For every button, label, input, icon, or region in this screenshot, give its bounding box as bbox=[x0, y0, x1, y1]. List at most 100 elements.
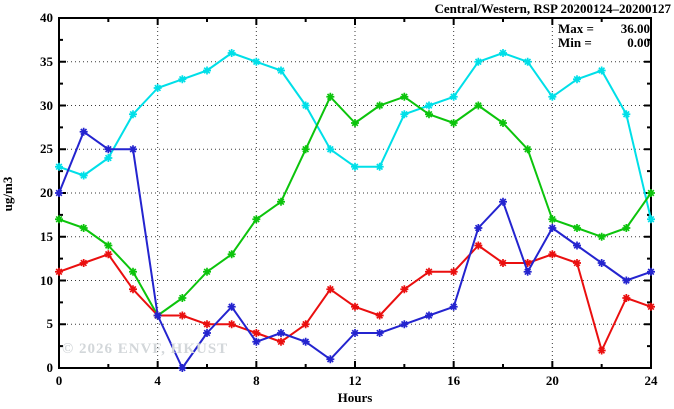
green-series-marker bbox=[326, 92, 335, 101]
green-series-marker bbox=[499, 119, 507, 127]
green-series-marker bbox=[178, 294, 187, 302]
y-tick-label: 15 bbox=[40, 228, 53, 244]
blue-series-marker bbox=[301, 337, 310, 346]
green-series-marker bbox=[597, 232, 606, 241]
red-series-marker bbox=[425, 267, 433, 276]
max-value: 36.00 bbox=[620, 21, 650, 36]
cyan-series-marker bbox=[104, 154, 113, 162]
red-series-marker bbox=[647, 302, 655, 311]
green-series-marker bbox=[425, 110, 433, 119]
cyan-series-marker bbox=[203, 66, 211, 75]
max-row: Max = 36.00 bbox=[558, 22, 650, 36]
red-series-marker bbox=[277, 337, 285, 346]
red-series-marker bbox=[55, 267, 63, 276]
red-series-marker bbox=[129, 285, 137, 294]
red-series-marker bbox=[104, 250, 113, 259]
blue-series-marker bbox=[400, 320, 409, 329]
red-series-marker bbox=[400, 285, 409, 294]
min-value: 0.00 bbox=[627, 35, 650, 50]
blue-series-marker bbox=[227, 302, 236, 311]
blue-series-marker bbox=[474, 224, 483, 232]
y-tick-label: 35 bbox=[40, 53, 53, 69]
green-series-marker bbox=[203, 267, 211, 276]
max-label: Max = bbox=[558, 21, 594, 36]
blue-series-marker bbox=[252, 337, 261, 346]
red-series-marker bbox=[178, 311, 187, 320]
cyan-series-marker bbox=[351, 162, 359, 171]
x-tick-label: 4 bbox=[154, 373, 161, 388]
green-series-marker bbox=[227, 250, 236, 259]
cyan-series-marker bbox=[178, 75, 187, 84]
blue-series-marker bbox=[153, 311, 162, 320]
green-series-marker bbox=[301, 145, 310, 154]
cyan-series-marker bbox=[400, 110, 409, 119]
max-min-annotation: Max = 36.00 Min = 0.00 bbox=[558, 22, 650, 50]
cyan-series-marker bbox=[523, 57, 532, 66]
cyan-series-marker bbox=[375, 162, 384, 171]
blue-series-marker bbox=[573, 241, 581, 250]
cyan-series-marker bbox=[129, 110, 137, 119]
cyan-series-marker bbox=[227, 49, 236, 57]
blue-series-marker bbox=[326, 355, 335, 364]
green-series-marker bbox=[104, 241, 113, 250]
y-tick-label: 20 bbox=[40, 185, 53, 200]
x-tick-label: 20 bbox=[545, 373, 559, 388]
green-series-marker bbox=[622, 224, 631, 232]
cyan-series-marker bbox=[622, 110, 631, 119]
y-tick-label: 10 bbox=[40, 272, 53, 288]
cyan-series-marker bbox=[573, 75, 581, 84]
green-series-marker bbox=[79, 224, 88, 232]
green-series-marker bbox=[55, 215, 63, 224]
x-tick-label: 16 bbox=[447, 373, 461, 388]
red-series-marker bbox=[326, 285, 335, 294]
red-series-marker bbox=[523, 259, 532, 267]
y-tick-label: 40 bbox=[40, 10, 53, 25]
cyan-series-marker bbox=[277, 66, 285, 75]
red-series-marker bbox=[548, 250, 557, 259]
y-tick-label: 0 bbox=[46, 360, 54, 375]
green-series-marker bbox=[252, 215, 261, 224]
cyan-series-marker bbox=[252, 57, 261, 66]
blue-series-marker bbox=[203, 329, 211, 337]
cyan-series-marker bbox=[499, 49, 507, 57]
cyan-series-marker bbox=[326, 145, 335, 154]
blue-series-marker bbox=[425, 311, 433, 320]
green-series-marker bbox=[474, 101, 483, 110]
green-series-line bbox=[58, 95, 652, 317]
blue-series-marker bbox=[647, 267, 655, 276]
blue-series-marker bbox=[548, 224, 557, 232]
x-tick-label: 0 bbox=[55, 373, 63, 388]
cyan-series-marker bbox=[425, 101, 433, 110]
watermark: © 2026 ENVF, HKUST bbox=[62, 341, 229, 357]
x-tick-label: 8 bbox=[253, 373, 260, 388]
red-series-marker bbox=[449, 267, 458, 276]
blue-series-marker bbox=[597, 259, 606, 267]
x-axis-label: Hours bbox=[337, 390, 373, 405]
green-series-marker bbox=[523, 145, 532, 154]
y-axis-label: ug/m3 bbox=[0, 176, 15, 212]
red-series-marker bbox=[301, 320, 310, 329]
cyan-series-marker bbox=[79, 171, 88, 180]
y-tick-label: 5 bbox=[46, 316, 54, 332]
cyan-series-marker bbox=[55, 162, 63, 171]
cyan-series-marker bbox=[597, 66, 606, 75]
red-series-marker bbox=[79, 259, 88, 267]
red-series-marker bbox=[203, 320, 211, 329]
green-series-marker bbox=[573, 224, 581, 232]
red-series-marker bbox=[252, 329, 261, 337]
cyan-series-marker bbox=[449, 92, 458, 101]
blue-series-marker bbox=[523, 267, 532, 276]
red-series-marker bbox=[375, 311, 384, 320]
green-series-marker bbox=[647, 189, 655, 197]
red-series-marker bbox=[351, 302, 359, 311]
blue-series-marker bbox=[499, 197, 507, 206]
chart-title: Central/Western, RSP 20200124–20200127 bbox=[434, 1, 671, 16]
y-tick-label: 25 bbox=[40, 141, 53, 157]
green-series-marker bbox=[277, 197, 285, 206]
blue-series-marker bbox=[375, 329, 384, 337]
x-tick-label: 24 bbox=[644, 373, 658, 388]
blue-series-marker bbox=[449, 302, 458, 311]
red-series-marker bbox=[227, 320, 236, 329]
x-tick-label: 12 bbox=[348, 373, 362, 388]
